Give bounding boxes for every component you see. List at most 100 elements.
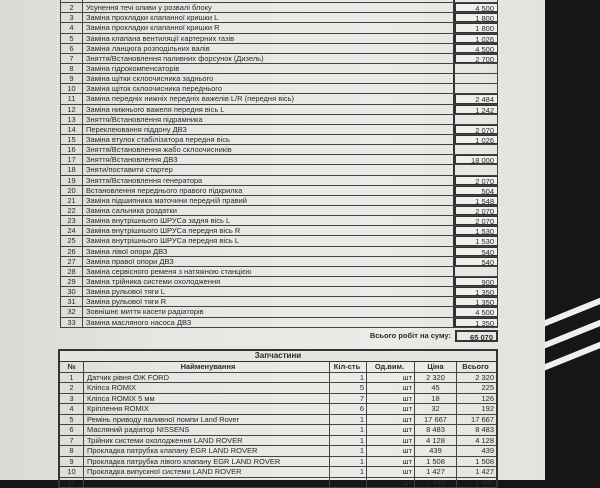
part-unit: шт — [367, 436, 415, 446]
parts-header-row: № Найменування Кіл-сть Од.вим. Ціна Всьо… — [60, 362, 496, 373]
work-number: 18 — [60, 165, 83, 174]
part-total: 1 508 — [457, 457, 496, 467]
work-number: 4 — [60, 23, 83, 32]
work-number: 20 — [60, 186, 83, 195]
work-number: 1 — [60, 0, 83, 2]
part-number: 9 — [60, 457, 84, 467]
work-number: 32 — [60, 307, 83, 316]
work-price: 900 — [455, 277, 498, 286]
work-name: Усунення течі оливи у розвалі блоку — [83, 3, 455, 12]
part-price: 17 667 — [415, 415, 457, 425]
part-total: 1 427 — [457, 467, 496, 477]
part-unit: шт — [367, 425, 415, 435]
part-price: 2 320 — [415, 373, 457, 383]
work-number: 2 — [60, 3, 83, 12]
work-number: 29 — [60, 277, 83, 286]
work-name: Заміна щіток склоочисника переднього — [83, 84, 455, 93]
part-name: Трійник системи охолодження LAND ROVER — [84, 436, 330, 446]
works-total-label: Всього робіт на суму: — [300, 330, 455, 342]
part-unit: шт — [367, 373, 415, 383]
header-number: № — [60, 362, 84, 372]
work-name: Встановлення переднього правого підкрилк… — [83, 186, 455, 195]
part-qty: 1 — [330, 415, 367, 425]
work-name: Заміна клапана вентиляції картерних газі… — [83, 34, 455, 43]
work-name: Зняти/поставити стартер — [83, 165, 455, 174]
part-unit: шт — [367, 478, 415, 488]
part-qty: 1 — [330, 457, 367, 467]
work-name: Заміна рульової тяги L — [83, 287, 455, 296]
work-price: 2 070 — [455, 216, 498, 225]
work-name: Зняття/Встановлення жабо склоочисників — [83, 145, 455, 154]
part-number: 2 — [60, 383, 84, 393]
work-price: 4 500 — [455, 3, 498, 12]
part-name: Масляний радіатор NISSENS — [84, 425, 330, 435]
work-number: 14 — [60, 125, 83, 134]
work-name: Заміна прокладки клапанної кришки L — [83, 13, 455, 22]
work-number: 33 — [60, 318, 83, 327]
part-total: 439 — [457, 446, 496, 456]
part-price: 45 — [415, 383, 457, 393]
header-total: Всього — [457, 362, 496, 372]
work-name: Заміна гідрокомпенсаторів — [83, 64, 455, 73]
work-price: 4 500 — [455, 307, 498, 316]
part-number: 8 — [60, 446, 84, 456]
part-unit: шт — [367, 383, 415, 393]
part-price: 439 — [415, 446, 457, 456]
part-unit: шт — [367, 394, 415, 404]
work-price: 2 070 — [455, 176, 498, 185]
part-qty: 1 — [330, 436, 367, 446]
work-number: 23 — [60, 216, 83, 225]
part-total: 4 128 — [457, 436, 496, 446]
work-price: 1 530 — [455, 236, 498, 245]
work-price: 1 350 — [455, 318, 498, 327]
part-total: 17 667 — [457, 415, 496, 425]
part-number: 4 — [60, 404, 84, 414]
work-number: 8 — [60, 64, 83, 73]
work-name: Заміна трійника системи охолодження — [83, 277, 455, 286]
part-price: 32 — [415, 404, 457, 414]
work-price: 2 700 — [455, 54, 498, 63]
work-price: 1 800 — [455, 23, 498, 32]
part-name: Кліпса ROMIX — [84, 383, 330, 393]
work-number: 25 — [60, 236, 83, 245]
work-price: 18 000 — [455, 155, 498, 164]
work-name: Заміна прокладки клапанної кришки R — [83, 23, 455, 32]
part-unit: шт — [367, 446, 415, 456]
work-number: 22 — [60, 206, 83, 215]
part-unit: шт — [367, 467, 415, 477]
parts-title: Запчастини — [60, 351, 496, 362]
part-number: 7 — [60, 436, 84, 446]
work-price: 540 — [455, 257, 498, 266]
work-name: Зняття/Встановлення генератора — [83, 176, 455, 185]
part-number: 11 — [60, 478, 84, 488]
work-price: 4 500 — [455, 44, 498, 53]
work-price — [455, 84, 498, 93]
work-price: 1 026 — [455, 34, 498, 43]
header-name: Найменування — [84, 362, 330, 372]
header-qty: Кіл-сть — [330, 362, 367, 372]
part-total: 2 320 — [457, 373, 496, 383]
part-qty: 7 — [330, 394, 367, 404]
work-price: 540 — [455, 247, 498, 256]
work-name: Заміна ланцюга розподільних валів — [83, 44, 455, 53]
work-price: 1 800 — [455, 13, 498, 22]
work-price — [455, 165, 498, 174]
